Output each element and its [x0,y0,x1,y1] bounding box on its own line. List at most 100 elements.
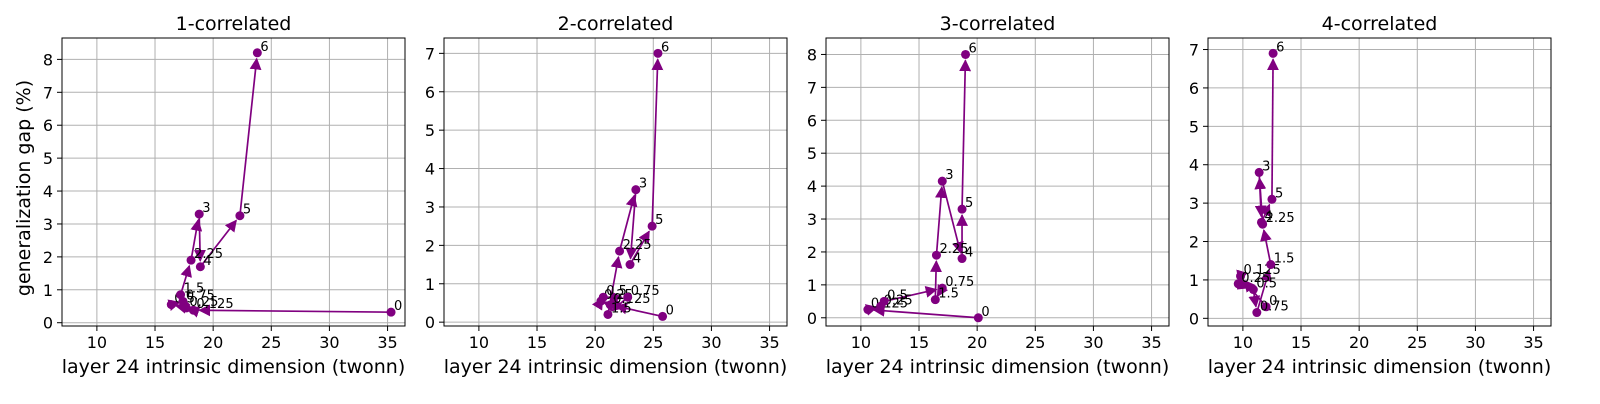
data-point-label: 0.25 [1241,271,1270,286]
data-point-label: 4 [1264,209,1272,224]
data-point-label: 0.25 [189,295,218,310]
chart-title: 3-correlated [940,13,1056,35]
data-point-label: 3 [1262,159,1270,174]
trajectory-arrow [1256,269,1272,313]
y-tick-label: 5 [43,149,53,168]
trajectory-arrow [1254,172,1267,218]
data-point-label: 0.5 [887,288,908,303]
data-point-label: 3 [945,168,953,183]
y-tick-label: 6 [425,83,435,102]
trajectory-arrow [1267,58,1279,200]
x-axis-label: layer 24 intrinsic dimension (twonn) [826,356,1169,378]
grid-lines [62,38,405,326]
data-point [957,254,967,264]
y-axis-label: generalization gap (%) [13,80,35,296]
data-point [1267,194,1277,204]
data-point-label: 2.25 [939,242,968,257]
data-point-label: 3 [639,177,647,192]
data-point [879,296,889,306]
data-point-label: 0 [666,303,674,318]
trajectory-arrow [194,214,206,262]
y-tick-label: 7 [1189,41,1199,60]
y-tick-label: 4 [1189,156,1199,175]
trajectory-arrow [618,194,638,252]
trajectory-arrow [651,58,664,227]
data-point [598,292,608,302]
x-tick-label: 30 [1465,333,1485,352]
data-point [647,221,657,231]
y-tick-label: 6 [1189,79,1199,98]
data-point [194,209,204,219]
y-tick-label: 3 [807,210,817,229]
data-point-label: 0.75 [945,275,974,290]
y-tick-label: 7 [807,78,817,97]
data-point [1252,308,1262,318]
trajectory-arrow [239,57,262,216]
trajectory-arrow [625,189,638,260]
data-point [1233,279,1243,289]
data-point [1261,302,1271,312]
trajectory-arrow [872,304,979,319]
plot-frame [61,37,406,327]
x-tick-label: 20 [203,333,223,352]
data-point [605,300,615,310]
x-tick-label: 15 [527,333,547,352]
trajectory-arrow [190,218,203,261]
data-point [1254,167,1264,177]
data-point [176,290,186,300]
data-point-label: 6 [969,41,977,56]
y-tick-label: 0 [43,314,53,333]
x-tick-label: 20 [585,333,605,352]
data-point-label: 2.25 [194,247,223,262]
data-point-label: 1.5 [1274,252,1295,267]
data-point-label: 0 [394,299,402,314]
data-point [653,48,663,58]
trajectory-arrow [930,260,942,300]
y-tick-label: 5 [807,144,817,163]
data-point [1266,260,1276,270]
data-point [957,204,967,214]
trajectory-arrow [959,59,972,210]
data-point [166,300,176,310]
data-point-label: 0 [1269,294,1277,309]
data-point [186,255,196,265]
y-tick-label: 2 [1189,233,1199,252]
data-point [863,305,873,315]
chart-title: 4-correlated [1322,13,1438,35]
data-point [973,313,983,323]
plot-frame [825,37,1170,327]
chart-title: 2-correlated [558,13,674,35]
data-point-label: 1.5 [611,301,632,316]
data-point-label: 5 [243,203,251,218]
x-tick-label: 35 [377,333,397,352]
data-point-label: 4 [633,252,641,267]
x-tick-label: 30 [701,333,721,352]
plot-frame [443,37,788,327]
data-point [1256,217,1266,227]
trajectory-arrow [941,180,964,254]
trajectory-arrow [883,286,938,303]
y-tick-label: 0 [807,309,817,328]
data-point [235,211,245,221]
y-tick-label: 8 [807,45,817,64]
trajectory-arrow [629,230,650,265]
data-point [195,262,205,272]
data-point [658,311,668,321]
y-tick-label: 8 [43,50,53,69]
x-tick-label: 25 [1407,333,1427,352]
chart-title: 1-correlated [176,13,292,35]
y-tick-label: 5 [425,121,435,140]
data-point-label: 6 [661,40,669,55]
grid-lines [1208,38,1551,326]
y-tick-label: 5 [1189,117,1199,136]
y-tick-label: 3 [1189,194,1199,213]
x-tick-label: 20 [1349,333,1369,352]
x-axis-label: layer 24 intrinsic dimension (twonn) [62,356,405,378]
y-tick-label: 1 [425,275,435,294]
x-tick-label: 10 [1233,333,1253,352]
data-point [386,307,396,317]
y-tick-label: 2 [425,236,435,255]
data-point [1236,271,1246,281]
